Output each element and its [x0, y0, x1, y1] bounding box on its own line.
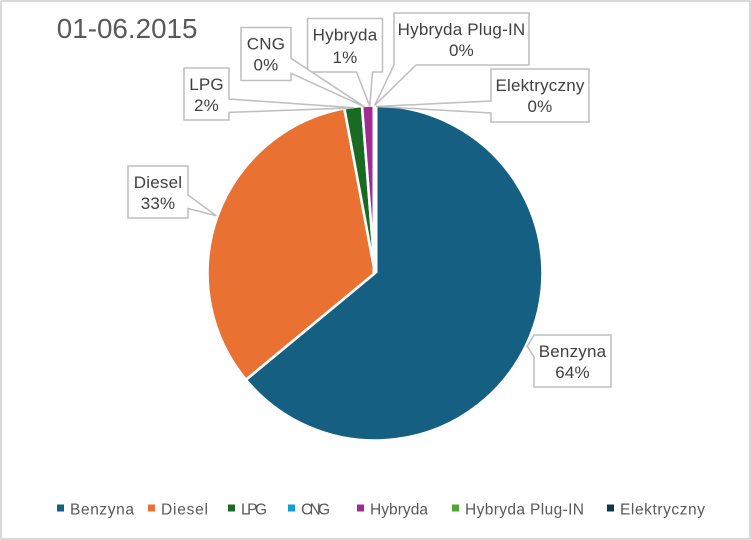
svg-text:Diesel: Diesel: [161, 502, 208, 519]
svg-text:2%: 2%: [194, 96, 219, 115]
svg-text:0%: 0%: [449, 41, 474, 60]
svg-text:Hybryda Plug-IN: Hybryda Plug-IN: [465, 502, 584, 519]
svg-text:Hybryda: Hybryda: [370, 502, 428, 519]
svg-text:Elektryczny: Elektryczny: [495, 76, 584, 95]
svg-text:Elektryczny: Elektryczny: [620, 502, 705, 519]
svg-text:1%: 1%: [333, 48, 358, 67]
svg-text:33%: 33%: [141, 194, 176, 213]
svg-text:Hybryda: Hybryda: [313, 26, 378, 45]
svg-text:LPG: LPG: [241, 502, 267, 519]
svg-text:0%: 0%: [528, 97, 553, 116]
svg-text:CNG: CNG: [247, 35, 285, 54]
svg-text:01-06.2015: 01-06.2015: [57, 13, 198, 44]
svg-text:LPG: LPG: [189, 75, 224, 94]
svg-text:Benzyna: Benzyna: [70, 502, 134, 519]
svg-text:64%: 64%: [555, 363, 590, 382]
svg-text:Benzyna: Benzyna: [539, 342, 607, 361]
svg-text:CNG: CNG: [301, 502, 330, 519]
svg-text:0%: 0%: [254, 56, 279, 75]
svg-text:Diesel: Diesel: [134, 173, 182, 192]
svg-text:Hybryda Plug-IN: Hybryda Plug-IN: [398, 20, 526, 39]
